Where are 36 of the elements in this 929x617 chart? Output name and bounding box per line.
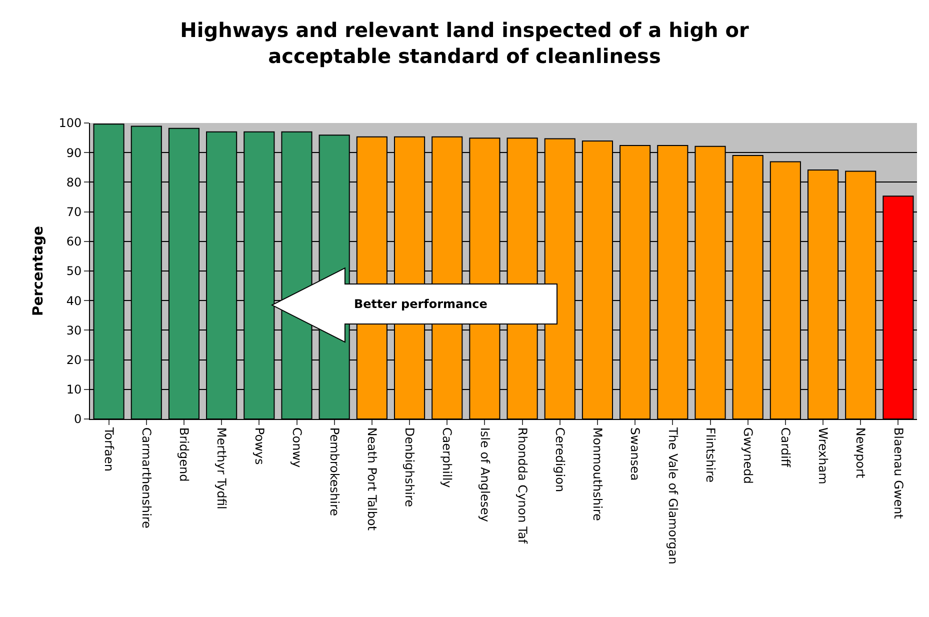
x-tick-label: Blaenau Gwent xyxy=(891,427,906,520)
x-tick-label: Rhondda Cynon Taf xyxy=(515,427,530,544)
y-tick-label: 70 xyxy=(66,205,82,219)
x-tick-label: Isle of Anglesey xyxy=(478,427,492,522)
x-tick-label: Denbighshire xyxy=(402,427,417,508)
x-tick-label: Caerphilly xyxy=(440,427,454,488)
y-tick-label: 80 xyxy=(66,175,82,190)
y-tick-label: 90 xyxy=(66,146,82,160)
x-tick-label: Gwynedd xyxy=(740,427,755,484)
x-tick-label: Newport xyxy=(854,427,868,478)
x-tick-label: Wrexham xyxy=(816,427,830,484)
x-tick-label: Conwy xyxy=(290,427,304,468)
x-tick-label: Ceredigion xyxy=(552,427,567,492)
y-tick-label: 40 xyxy=(66,294,82,308)
x-tick-label: Carmarthenshire xyxy=(139,427,154,528)
x-tick-label: Torfaen xyxy=(102,426,116,472)
y-axis-title: Percentage xyxy=(30,226,46,316)
x-tick-label: Neath Port Talbot xyxy=(365,427,380,531)
y-tick-label: 100 xyxy=(58,116,82,130)
x-tick-label: The Vale of Glamorgan xyxy=(666,426,680,564)
x-tick-label: Bridgend xyxy=(177,427,192,482)
x-tick-label: Merthyr Tydfil xyxy=(214,427,229,510)
x-tick-label: Cardiff xyxy=(778,427,793,468)
annotation: Better performance xyxy=(354,297,488,311)
x-tick-label: Monmouthshire xyxy=(590,427,605,521)
x-tick-label: Powys xyxy=(252,427,266,465)
x-tick-label: Flintshire xyxy=(703,427,718,483)
y-tick-label: 20 xyxy=(66,353,82,367)
y-tick-label: 10 xyxy=(66,382,82,397)
y-tick-label: 50 xyxy=(66,264,82,278)
x-tick-label: Pembrokeshire xyxy=(327,427,342,516)
y-tick-label: 30 xyxy=(66,323,82,338)
y-tick-label: 60 xyxy=(66,234,82,249)
x-tick-label: Swansea xyxy=(628,427,642,481)
y-tick-label: 0 xyxy=(74,412,82,426)
chart-title: Highways and relevant land inspected of a high or acceptable standard of cleanliness xyxy=(180,18,749,68)
